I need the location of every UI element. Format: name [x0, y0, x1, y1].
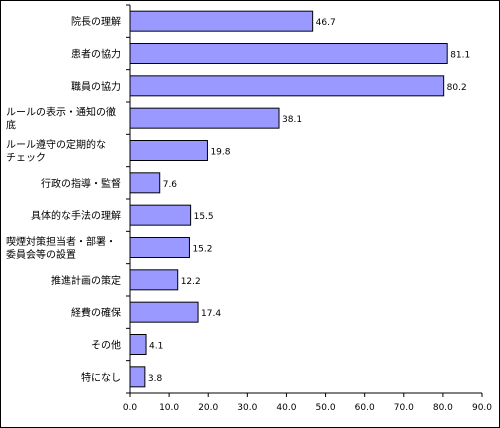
category-label: 喫煙対策担当者・部署・ — [6, 235, 116, 248]
x-tick-label: 90.0 — [472, 403, 492, 413]
x-tick-label: 0.0 — [123, 403, 138, 413]
bar-value-label: 3.8 — [148, 374, 163, 384]
bar — [129, 107, 280, 129]
category-label: 底 — [6, 119, 16, 132]
bar — [129, 140, 208, 161]
category-label: 推進計画の策定 — [51, 274, 121, 287]
category-label: その他 — [91, 339, 121, 352]
bar-value-label: 80.2 — [447, 83, 467, 93]
category-label: 行政の指導・監督 — [41, 177, 121, 190]
bar-value-label: 46.7 — [316, 18, 336, 28]
x-tick-label: 60.0 — [355, 403, 375, 413]
x-tick-label: 20.0 — [198, 403, 218, 413]
x-tick-label: 50.0 — [316, 403, 336, 413]
category-label: 経費の確保 — [71, 306, 121, 319]
category-label: 院長の理解 — [71, 15, 121, 28]
bar-value-label: 7.6 — [163, 180, 178, 190]
bar-value-label: 12.2 — [181, 277, 201, 287]
category-label: 委員会等の設置 — [6, 248, 76, 261]
bar — [129, 366, 146, 388]
bar-value-label: 38.1 — [282, 115, 302, 125]
x-tick-label: 10.0 — [159, 403, 179, 413]
category-label: チェック — [6, 152, 46, 164]
bar — [129, 301, 199, 323]
x-tick-label: 40.0 — [276, 403, 296, 413]
bar-value-label: 15.5 — [194, 212, 214, 222]
x-tick-label: 70.0 — [394, 403, 414, 413]
bar — [129, 269, 179, 291]
bar — [129, 10, 314, 32]
x-tick-label: 80.0 — [433, 403, 453, 413]
bar-value-label: 81.1 — [450, 51, 470, 61]
bar — [129, 172, 161, 194]
bar — [129, 334, 147, 355]
bar — [129, 75, 445, 97]
bar-value-label: 19.8 — [210, 148, 230, 158]
bar — [129, 237, 190, 258]
category-label: 患者の協力 — [71, 48, 121, 61]
category-label: 特になし — [81, 372, 121, 384]
category-label: 職員の協力 — [71, 80, 121, 93]
x-tick-label: 30.0 — [237, 403, 257, 413]
bar-value-label: 4.1 — [149, 342, 163, 352]
bar — [129, 43, 448, 64]
bar-value-label: 17.4 — [201, 309, 221, 319]
category-label: 具体的な手法の理解 — [31, 209, 121, 222]
bar — [129, 204, 192, 226]
bar-value-label: 15.2 — [192, 245, 212, 255]
category-label: ルールの表示・通知の徹 — [6, 106, 116, 119]
category-label: ルール遵守の定期的な — [6, 138, 106, 151]
